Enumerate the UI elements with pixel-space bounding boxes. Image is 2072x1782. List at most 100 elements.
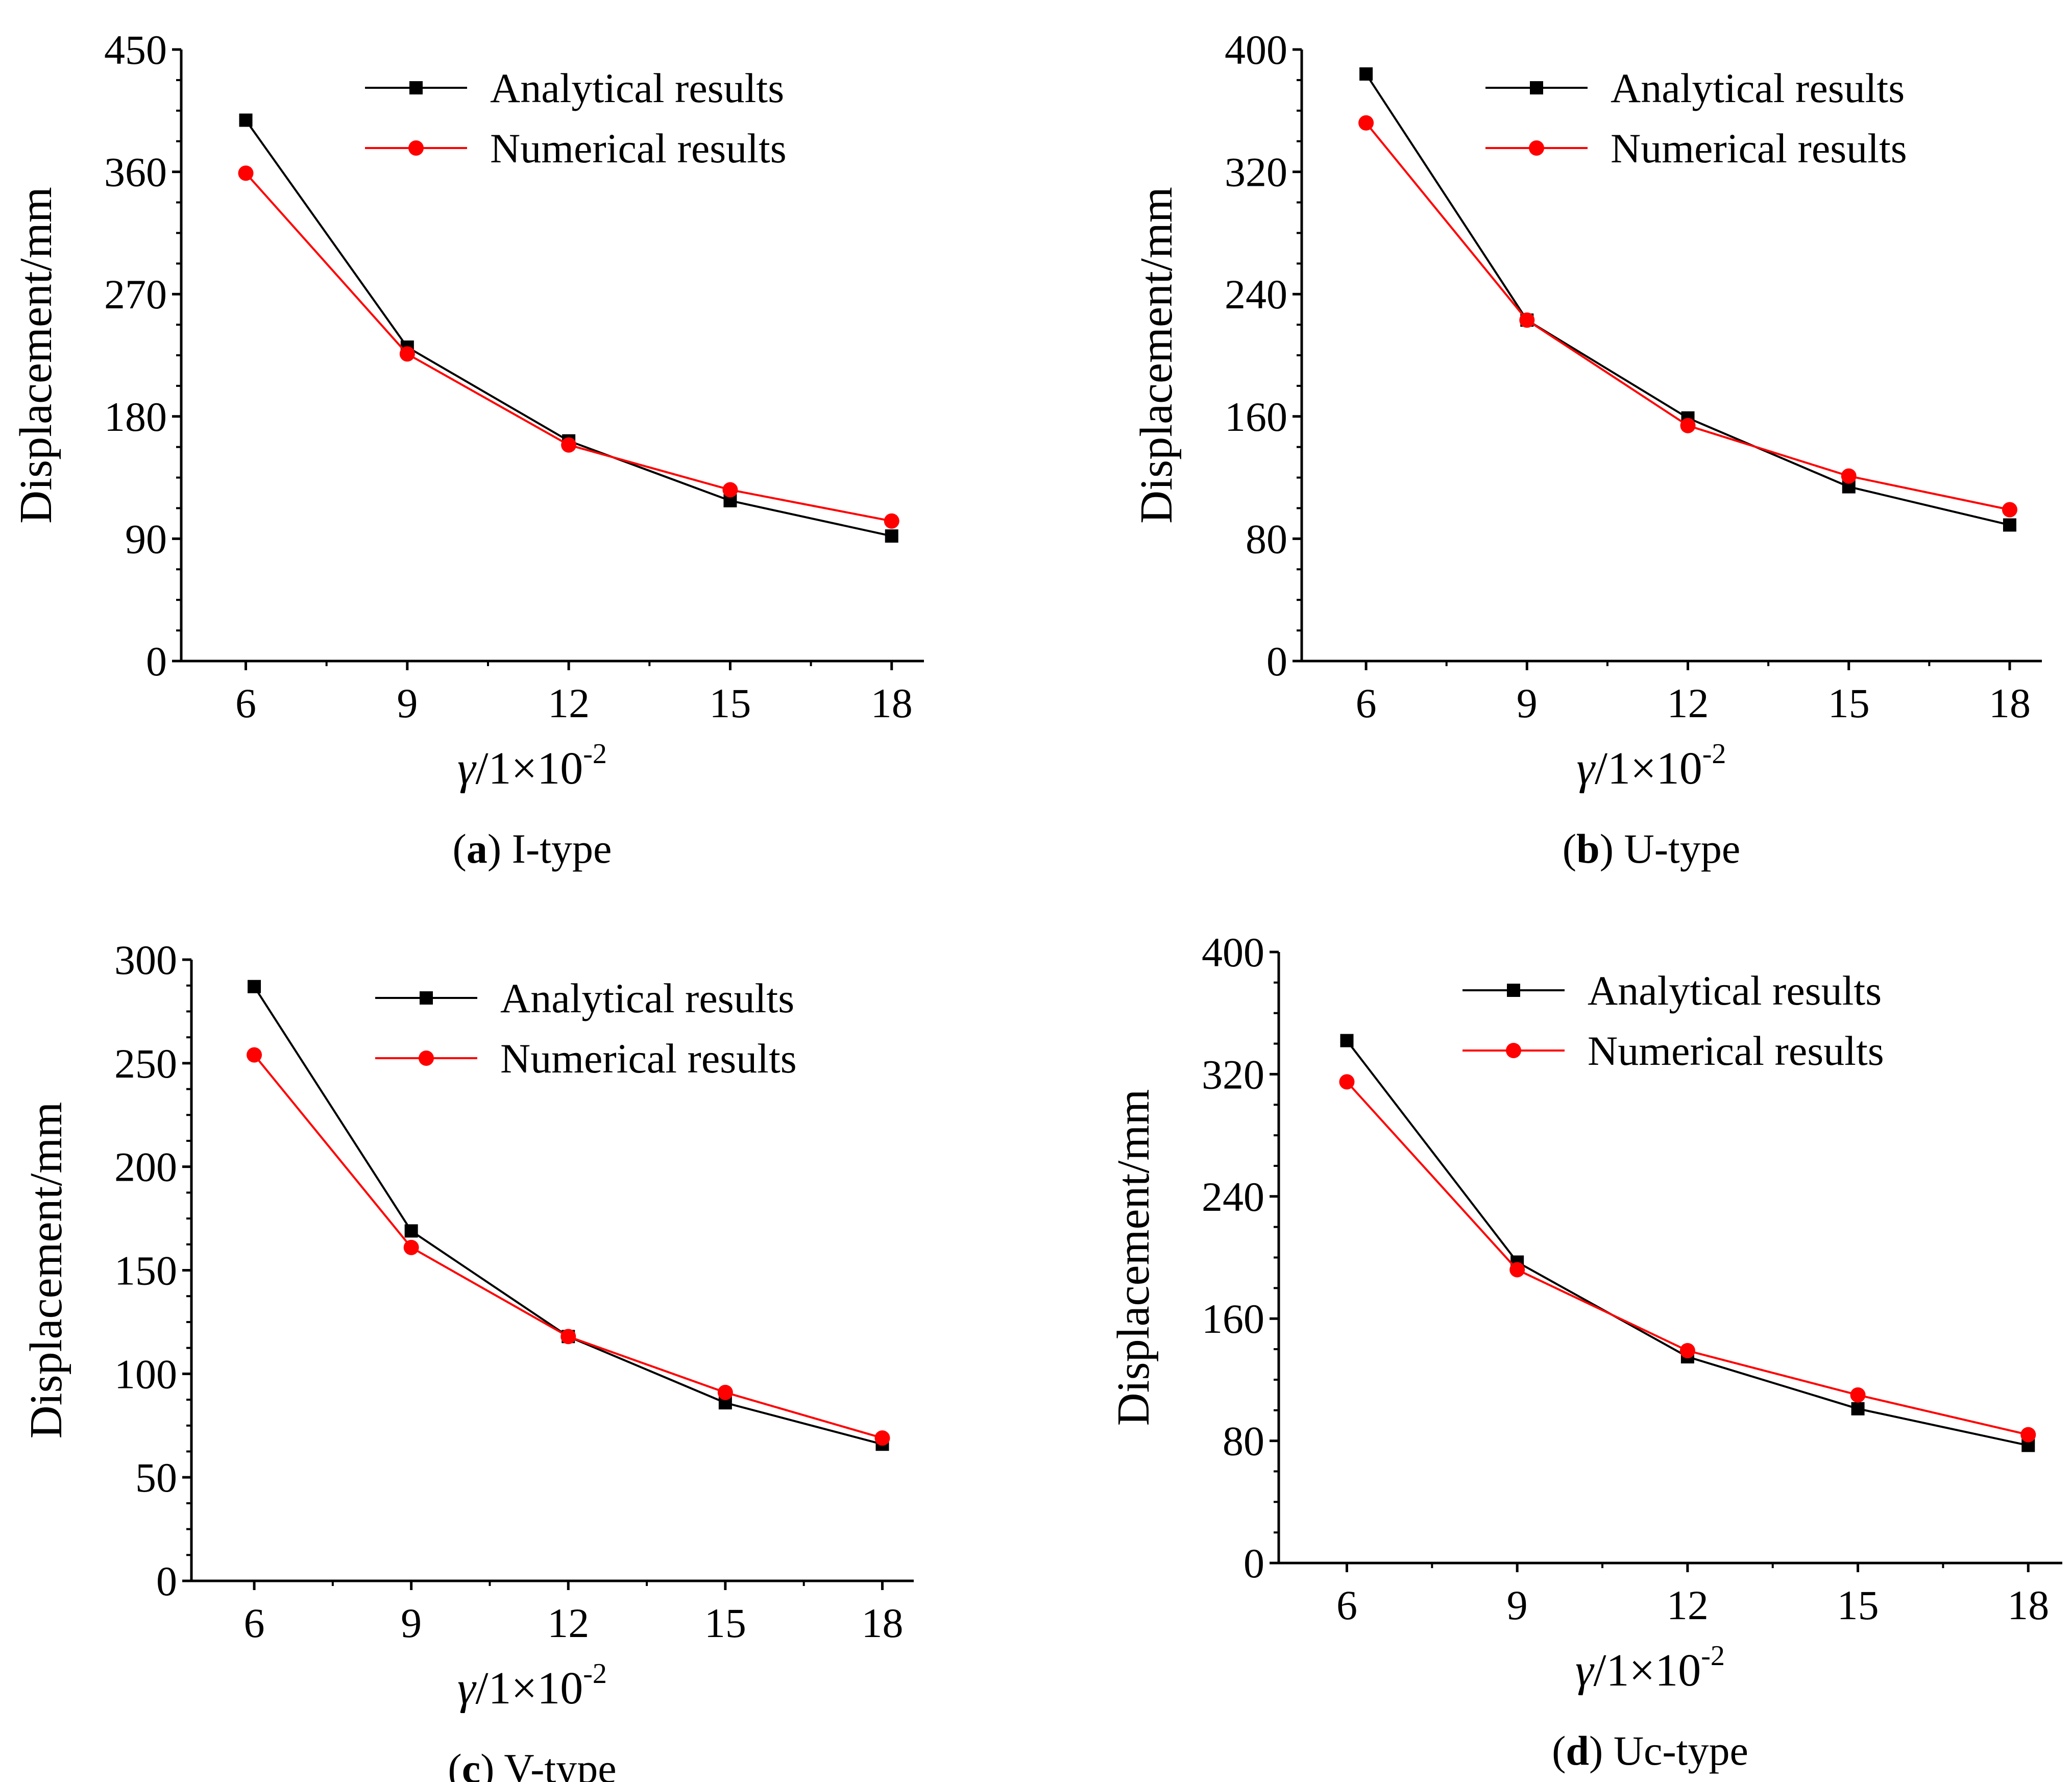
data-point-numerical [1519,312,1535,328]
data-point-numerical [2020,1427,2036,1443]
y-tick-label: 160 [1225,394,1287,440]
data-point-analytical [404,1224,418,1238]
y-axis-title: Displacement/mm [21,1102,71,1439]
x-tick-label: 18 [1989,680,2031,726]
legend-label: Numerical results [490,125,787,172]
caption-paren-close: ) [480,1745,504,1782]
series-line-numerical [253,1054,883,1439]
caption-letter: c [462,1745,480,1782]
data-point-numerical [1509,1262,1525,1278]
data-point-analytical [239,113,253,127]
data-point-numerical [874,1430,890,1446]
x-tick-label: 15 [1837,1582,1879,1628]
legend-marker-square [1507,984,1520,997]
y-tick-label: 400 [1202,929,1264,975]
x-tick-label: 6 [235,680,256,726]
x-axis-symbol: γ [1575,1645,1595,1696]
series-line-numerical [1346,1081,2029,1436]
data-point-numerical [403,1239,419,1255]
legend-marker-square [409,81,423,94]
data-point-analytical [1851,1402,1865,1415]
data-point-numerical [884,513,899,529]
x-axis-title: γ/1×10-2 [1575,1640,1725,1696]
x-axis-title: γ/1×10-2 [457,1658,607,1714]
legend-marker-circle [1529,140,1544,156]
x-tick-label: 18 [2007,1582,2049,1628]
x-axis-title: γ/1×10-2 [1577,738,1726,794]
legend-marker-circle [408,140,424,156]
caption-letter: b [1576,825,1600,872]
y-axis-title: Displacement/mm [11,187,61,524]
legend-label: Numerical results [500,1035,797,1082]
x-tick-label: 6 [1356,680,1377,726]
x-tick-label: 9 [401,1600,422,1646]
panel-caption: (d) Uc-type [1552,1727,1748,1774]
series-line-analytical [245,119,892,538]
y-tick-label: 320 [1225,149,1287,196]
data-point-numerical [399,346,415,362]
caption-text: Uc-type [1614,1727,1748,1774]
x-axis-symbol: γ [1577,743,1596,794]
legend-label: Numerical results [1588,1028,1884,1074]
data-point-numerical [238,165,254,181]
x-tick-label: 15 [1828,680,1870,726]
legend-label: Analytical results [490,65,784,111]
y-tick-label: 250 [114,1040,177,1087]
y-axis-title: Displacement/mm [1108,1089,1159,1426]
data-point-numerical [1358,115,1374,131]
y-tick-label: 160 [1202,1296,1264,1342]
y-tick-label: 300 [114,937,177,983]
y-tick-label: 50 [135,1454,177,1501]
caption-text: I-type [512,825,612,872]
y-tick-label: 100 [114,1351,177,1397]
x-tick-label: 18 [861,1600,903,1646]
data-point-analytical [1340,1034,1354,1047]
x-tick-label: 15 [704,1600,746,1646]
caption-letter: d [1566,1727,1589,1774]
data-point-analytical [248,980,261,993]
x-tick-label: 15 [709,680,751,726]
x-axis-symbol: γ [457,1663,477,1714]
x-axis-exponent: -2 [1701,1640,1725,1672]
panel-caption: (b) U-type [1563,825,1740,872]
x-tick-label: 12 [1667,680,1709,726]
y-tick-label: 0 [1244,1540,1264,1586]
series-line-numerical [245,172,892,522]
panel-caption: (c) V-type [448,1745,616,1782]
legend-label: Analytical results [1588,967,1882,1014]
caption-letter: a [467,825,487,872]
data-point-numerical [1679,1343,1695,1359]
legend-label: Analytical results [500,975,794,1021]
y-tick-label: 150 [114,1248,177,1294]
caption-paren-open: ( [448,1745,461,1782]
x-axis-unit: /1×10 [476,1663,583,1714]
data-point-numerical [2002,502,2017,518]
caption-text: U-type [1624,825,1741,872]
series-line-analytical [1346,1040,2029,1447]
x-axis-unit: /1×10 [1594,1645,1701,1696]
y-tick-label: 200 [114,1144,177,1190]
caption-text: V-type [504,1745,616,1782]
y-tick-label: 450 [104,27,167,73]
x-tick-label: 9 [1517,680,1538,726]
data-point-numerical [1680,418,1696,433]
y-tick-label: 270 [104,271,167,318]
data-point-numerical [247,1047,262,1063]
y-tick-label: 0 [156,1558,177,1604]
y-tick-label: 240 [1225,271,1287,318]
y-tick-label: 90 [125,516,167,562]
x-axis-unit: /1×10 [1595,743,1702,794]
legend-marker-circle [419,1051,434,1066]
data-point-analytical [885,529,898,543]
x-tick-label: 12 [548,680,590,726]
y-tick-label: 80 [1246,516,1287,562]
caption-paren-open: ( [1552,1727,1566,1774]
legend-label: Analytical results [1611,65,1905,111]
chart-panel-c: 0 50 100 150 200 250 300 6 9 12 15 18 Displacement/m… [21,937,914,1782]
data-point-analytical [2003,518,2016,532]
data-point-numerical [1339,1074,1355,1090]
caption-paren-open: ( [453,825,467,872]
data-point-numerical [1841,468,1857,484]
data-point-numerical [560,1329,576,1345]
